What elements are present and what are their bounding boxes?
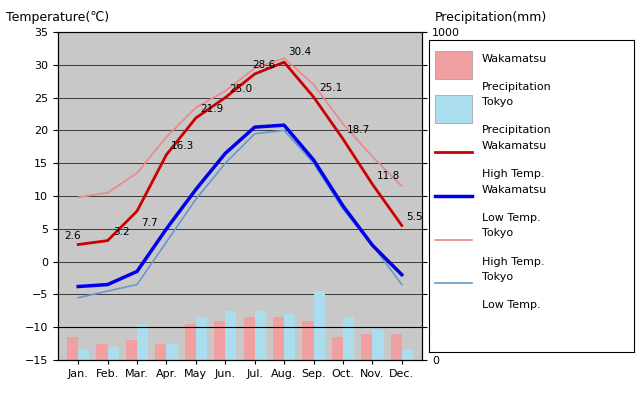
Text: 18.7: 18.7 [347, 125, 371, 135]
Text: Low Temp.: Low Temp. [482, 300, 541, 310]
Text: Low Temp.: Low Temp. [482, 213, 541, 223]
Bar [314, 291, 324, 360]
Bar [255, 311, 266, 360]
Bar [108, 347, 119, 360]
Text: Wakamatsu: Wakamatsu [482, 141, 547, 151]
Text: Precipitation(mm): Precipitation(mm) [435, 11, 547, 24]
Bar [372, 330, 383, 360]
Bar [273, 317, 284, 360]
Text: 7.7: 7.7 [141, 218, 158, 228]
Bar [196, 317, 207, 360]
Bar [225, 311, 236, 360]
Text: 11.8: 11.8 [376, 171, 400, 181]
Bar [244, 317, 255, 360]
FancyBboxPatch shape [435, 51, 472, 79]
Bar [97, 344, 108, 360]
Bar [332, 337, 343, 360]
FancyBboxPatch shape [435, 95, 472, 123]
Bar [67, 337, 78, 360]
Bar [402, 350, 413, 360]
Text: Tokyo: Tokyo [482, 272, 513, 282]
Text: 3.2: 3.2 [113, 227, 130, 237]
Text: 2.6: 2.6 [64, 231, 81, 241]
Text: 16.3: 16.3 [171, 141, 194, 151]
Bar [78, 350, 90, 360]
Bar [137, 324, 148, 360]
Text: 30.4: 30.4 [288, 47, 312, 57]
Bar [390, 334, 402, 360]
Bar [302, 321, 314, 360]
Text: Precipitation: Precipitation [482, 126, 552, 136]
Text: Wakamatsu: Wakamatsu [482, 54, 547, 64]
Bar [166, 344, 178, 360]
Text: High Temp.: High Temp. [482, 169, 545, 179]
Text: 21.9: 21.9 [200, 104, 223, 114]
Bar [185, 324, 196, 360]
Bar [361, 334, 372, 360]
Text: 28.6: 28.6 [252, 60, 275, 70]
Text: 5.5: 5.5 [406, 212, 422, 222]
Bar [156, 344, 166, 360]
Text: 25.1: 25.1 [319, 83, 342, 93]
Bar [284, 314, 295, 360]
Text: Wakamatsu: Wakamatsu [482, 185, 547, 195]
Bar [343, 317, 354, 360]
Text: 25.0: 25.0 [230, 84, 253, 94]
Text: Tokyo: Tokyo [482, 228, 513, 238]
Text: High Temp.: High Temp. [482, 256, 545, 266]
Bar [214, 321, 225, 360]
Text: Precipitation: Precipitation [482, 82, 552, 92]
Text: Temperature(℃): Temperature(℃) [6, 11, 109, 24]
Bar [126, 340, 137, 360]
Text: Tokyo: Tokyo [482, 97, 513, 107]
